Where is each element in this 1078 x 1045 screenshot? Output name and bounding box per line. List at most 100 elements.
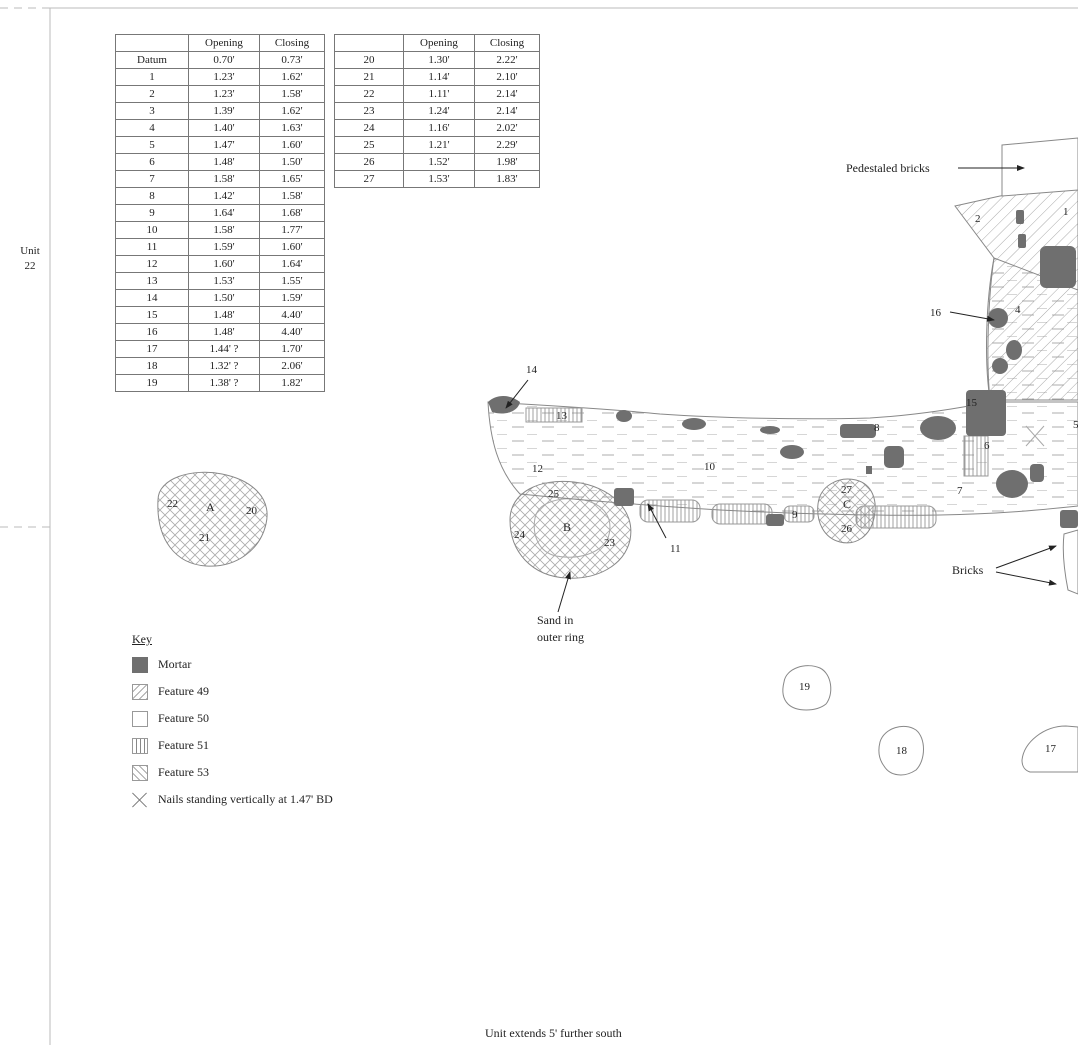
closing-depth-cell: 2.14' (474, 102, 540, 120)
opening-depth-cell: 1.50' (188, 289, 260, 307)
table-row: 2 1.23' 1.58' (115, 85, 325, 103)
legend-label: Feature 49 (158, 684, 209, 698)
point-16-arrow (949, 311, 995, 322)
legend-item: Feature 49 (132, 678, 333, 705)
point-id-cell: 12 (115, 255, 189, 273)
closing-depth-cell: 1.62' (259, 102, 325, 120)
table-row: 17 1.44' ? 1.70' (115, 340, 325, 358)
point-11-arrow (647, 503, 667, 539)
feature-letter-a: A (206, 500, 215, 514)
point-id-cell: 4 (115, 119, 189, 137)
point-id-cell: 11 (115, 238, 189, 256)
point-id-cell: 25 (334, 136, 404, 154)
opening-depth-cell: 1.32' ? (188, 357, 260, 375)
closing-depth-cell: 1.60' (259, 136, 325, 154)
mortar-patch (682, 418, 706, 430)
feature-19-outline (782, 665, 832, 711)
feature-17-outline (1021, 725, 1078, 773)
table-row: 15 1.48' 4.40' (115, 306, 325, 324)
opening-depth-cell: 1.16' (403, 119, 475, 137)
closing-depth-cell: 1.77' (259, 221, 325, 239)
point-id-cell: 19 (115, 374, 189, 392)
unit-label-line1: Unit (20, 245, 40, 257)
mortar-patch (920, 416, 956, 440)
mortar-patch (1060, 510, 1078, 528)
sand-label-line2: outer ring (537, 630, 584, 644)
point-label-24: 24 (514, 529, 526, 541)
legend-swatch (132, 737, 148, 754)
closing-depth-cell: 1.82' (259, 374, 325, 392)
table-row: 16 1.48' 4.40' (115, 323, 325, 341)
point-id-cell: 24 (334, 119, 404, 137)
point-label-14: 14 (526, 364, 538, 376)
feature-51-strip-6 (963, 435, 989, 477)
unit-label-line2: 22 (25, 260, 36, 272)
point-label-20: 20 (246, 505, 258, 517)
legend-swatch (132, 710, 148, 727)
feature-a-outline (157, 471, 268, 567)
table-row: 25 1.21' 2.29' (334, 136, 540, 154)
table-row: 9 1.64' 1.68' (115, 204, 325, 222)
feature-51-strip-13 (525, 407, 583, 423)
feature-51-strip-lower-d (855, 505, 937, 529)
feature-18-outline (878, 726, 924, 776)
legend-item: Nails standing vertically at 1.47' BD (132, 786, 333, 813)
point-label-1: 1 (1063, 206, 1069, 218)
mortar-patch (1030, 464, 1044, 482)
table-row: 19 1.38' ? 1.82' (115, 374, 325, 392)
opening-depth-cell: 1.21' (403, 136, 475, 154)
opening-depth-cell: 1.40' (188, 119, 260, 137)
opening-depth-cell: 1.53' (188, 272, 260, 290)
point-id-cell: 14 (115, 289, 189, 307)
bricks-arrow-lower (995, 571, 1057, 586)
closing-depth-cell: 1.70' (259, 340, 325, 358)
legend-item: Feature 50 (132, 705, 333, 732)
feature-51-strip-lower-a (639, 499, 701, 523)
opening-depth-cell: 1.24' (403, 102, 475, 120)
opening-depth-cell: 1.58' (188, 170, 260, 188)
opening-depth-cell: 1.42' (188, 187, 260, 205)
point-id-cell: 17 (115, 340, 189, 358)
point-id-cell: 13 (115, 272, 189, 290)
opening-depth-cell: 1.48' (188, 306, 260, 324)
point-label-12: 12 (532, 463, 543, 475)
depth-table-right: Opening Closing 20 1.30' 2.22' 21 1.14' 2.10' 22… (334, 34, 540, 188)
table-row: 6 1.48' 1.50' (115, 153, 325, 171)
opening-depth-cell: 1.23' (188, 85, 260, 103)
mortar-patch (614, 488, 634, 506)
opening-depth-cell: 1.53' (403, 170, 475, 188)
closing-depth-cell: 1.55' (259, 272, 325, 290)
table-row: 21 1.14' 2.10' (334, 68, 540, 86)
point-id-cell: 2 (115, 85, 189, 103)
point-label-23: 23 (604, 537, 616, 549)
point-id-cell: 6 (115, 153, 189, 171)
closing-depth-cell: 4.40' (259, 306, 325, 324)
mortar-patch (1006, 340, 1022, 360)
bricks-label: Bricks (952, 563, 984, 577)
closing-depth-cell: 2.14' (474, 85, 540, 103)
point-id-cell: 5 (115, 136, 189, 154)
closing-depth-cell: 1.60' (259, 238, 325, 256)
closing-depth-cell: 1.58' (259, 85, 325, 103)
point-label-26: 26 (841, 523, 853, 535)
table-row: 27 1.53' 1.83' (334, 170, 540, 188)
point-label-4: 4 (1015, 304, 1021, 316)
sand-label-line1: Sand in (537, 613, 573, 627)
table-row: 8 1.42' 1.58' (115, 187, 325, 205)
table-header-row: Opening Closing (334, 34, 540, 52)
table-row: 7 1.58' 1.65' (115, 170, 325, 188)
feature-51-strip-lower-b (711, 503, 773, 525)
legend-label: Nails standing vertically at 1.47' BD (158, 792, 333, 806)
point-label-22: 22 (167, 498, 178, 510)
point-id-cell: 1 (115, 68, 189, 86)
mortar-patches (488, 210, 1078, 528)
table-row: 13 1.53' 1.55' (115, 272, 325, 290)
table-row: 1 1.23' 1.62' (115, 68, 325, 86)
table-row: 4 1.40' 1.63' (115, 119, 325, 137)
point-id-cell: 10 (115, 221, 189, 239)
closing-depth-cell: 1.50' (259, 153, 325, 171)
table-row: 23 1.24' 2.14' (334, 102, 540, 120)
legend-label: Feature 51 (158, 738, 209, 752)
table-row: 20 1.30' 2.22' (334, 51, 540, 69)
